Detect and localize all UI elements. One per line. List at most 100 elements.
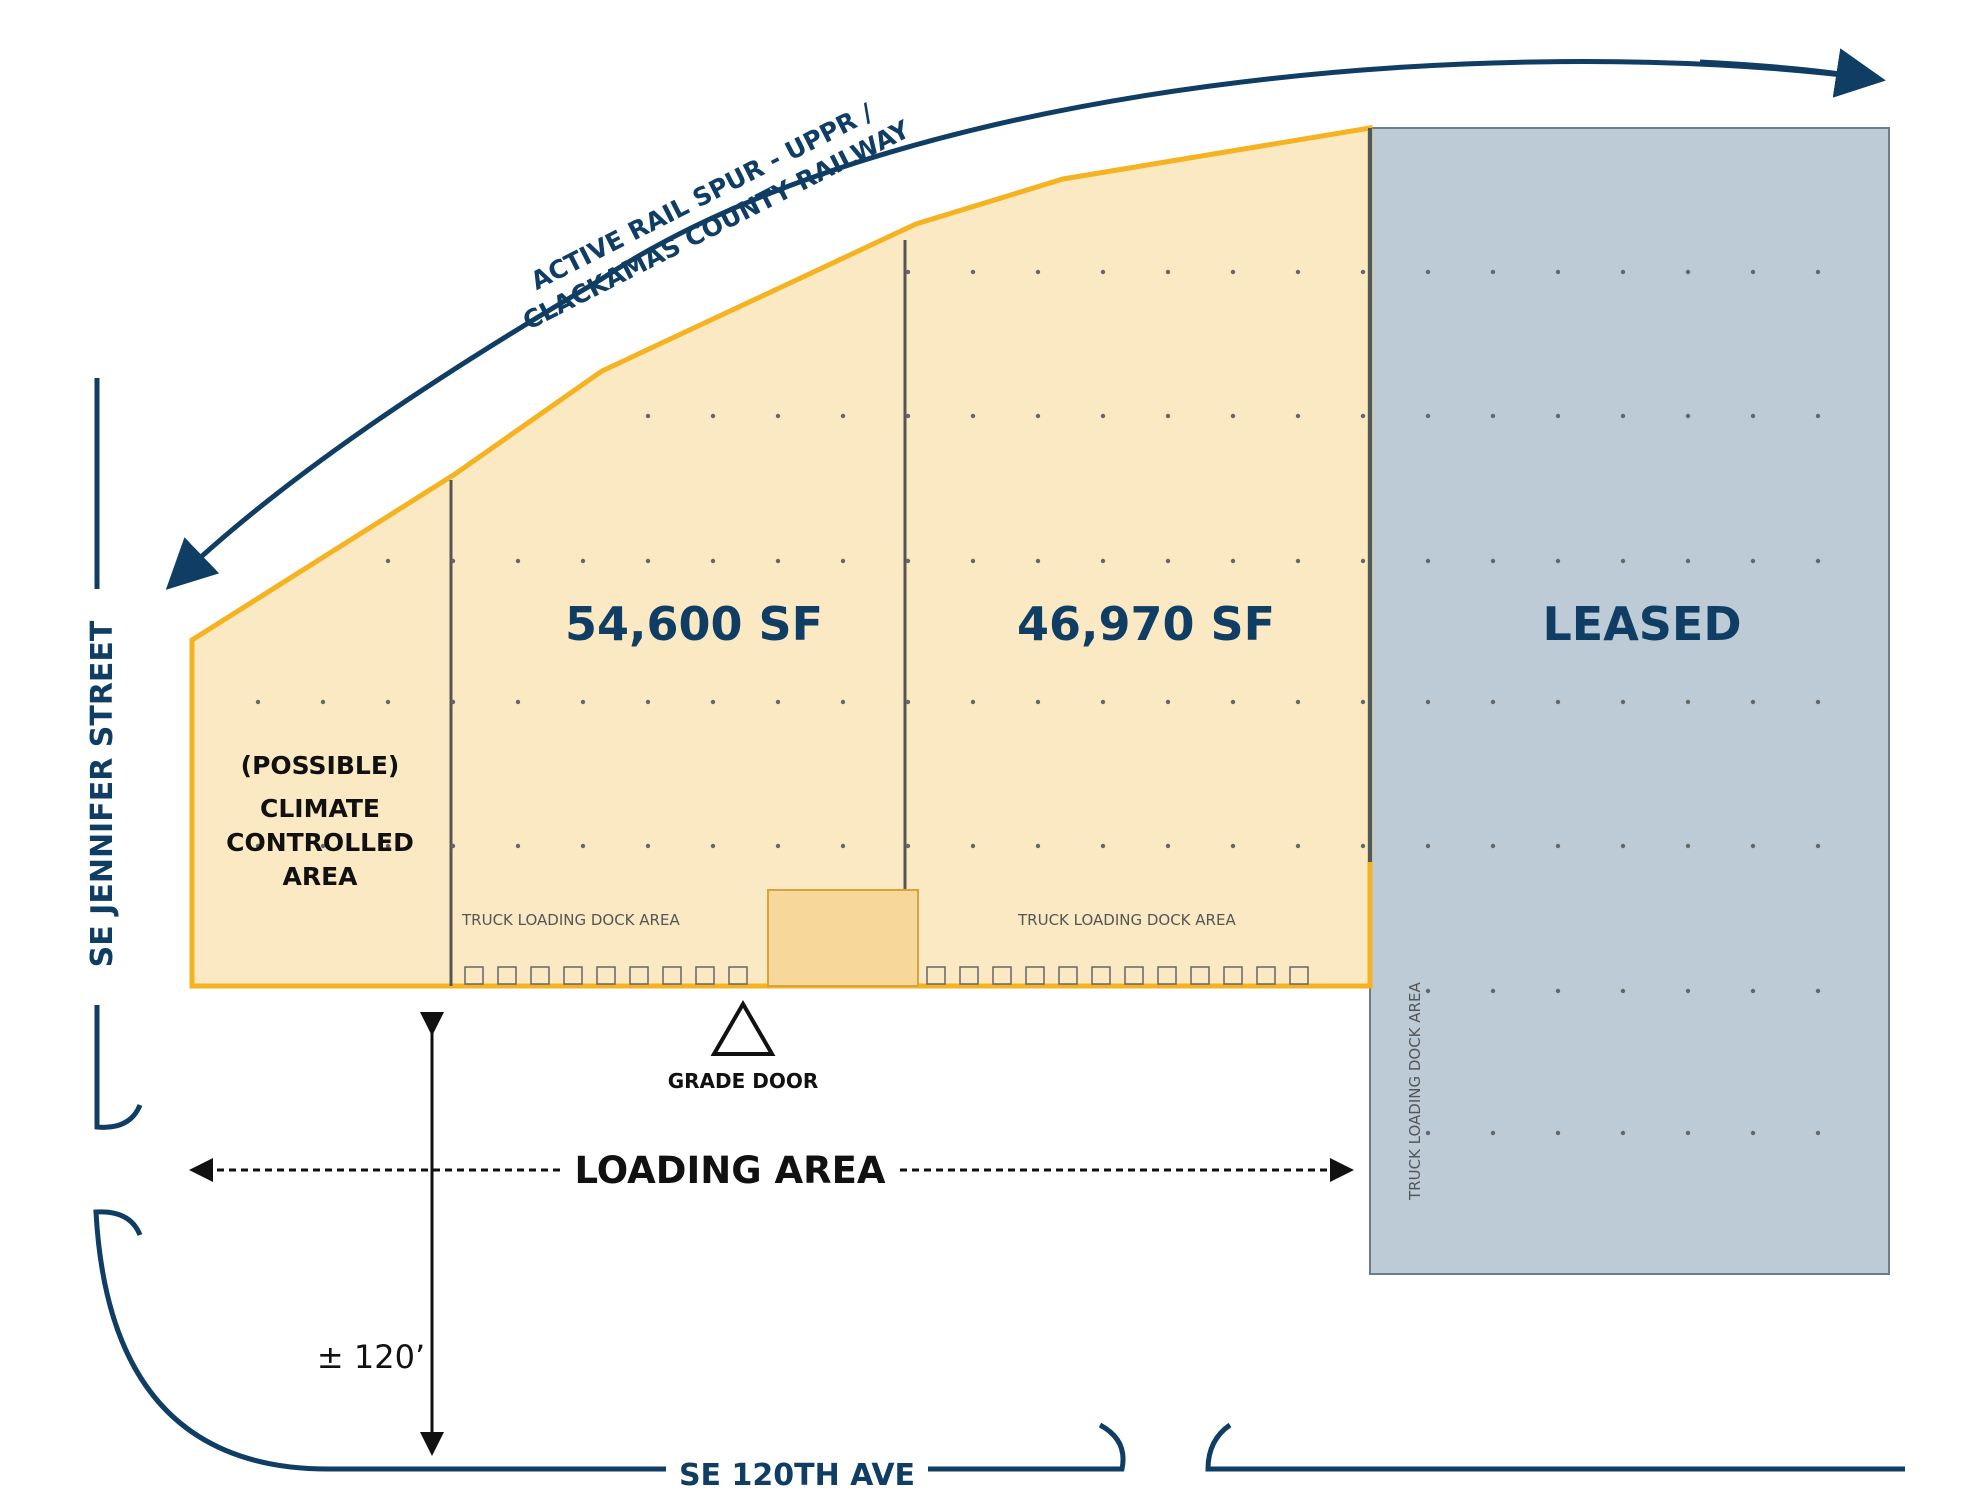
dock-door	[1289, 966, 1309, 985]
column-dot	[1360, 699, 1366, 705]
column-dot	[840, 558, 846, 564]
column-dot	[1165, 558, 1171, 564]
loading-area-label: LOADING AREA	[574, 1149, 885, 1192]
dock-door	[728, 966, 748, 985]
column-dot	[1295, 269, 1301, 275]
grade-door-label: GRADE DOOR	[668, 1069, 819, 1093]
dock-doors	[464, 966, 1309, 985]
column-dot	[1295, 558, 1301, 564]
column-dot	[1425, 988, 1431, 994]
dock-door	[1190, 966, 1210, 985]
column-dot	[645, 413, 651, 419]
column-dot	[1100, 558, 1106, 564]
column-dot	[775, 413, 781, 419]
column-dot	[1035, 269, 1041, 275]
column-dot	[1490, 843, 1496, 849]
column-dot	[385, 558, 391, 564]
dock-door	[530, 966, 550, 985]
column-dot	[1555, 558, 1561, 564]
dock-door	[992, 966, 1012, 985]
column-dot	[1425, 699, 1431, 705]
column-dot	[1750, 1130, 1756, 1136]
column-dot	[840, 699, 846, 705]
column-dot	[1620, 699, 1626, 705]
climate-line-4: AREA	[282, 862, 358, 891]
column-dot	[710, 558, 716, 564]
column-dot	[905, 843, 911, 849]
column-dot	[1750, 413, 1756, 419]
column-dot	[385, 843, 391, 849]
column-dot	[1230, 413, 1236, 419]
column-dot	[255, 843, 261, 849]
column-dot	[1295, 413, 1301, 419]
space-label-54600: 54,600 SF	[565, 597, 823, 651]
space-label-46970: 46,970 SF	[1017, 597, 1275, 651]
dock-door	[959, 966, 979, 985]
dock-door	[662, 966, 682, 985]
column-dot	[1815, 988, 1821, 994]
column-dot	[1490, 699, 1496, 705]
jennifer-street-line-bottom	[94, 1005, 143, 1130]
column-dot	[1555, 413, 1561, 419]
column-dot	[1555, 843, 1561, 849]
column-dot	[1035, 843, 1041, 849]
column-dot	[1620, 269, 1626, 275]
column-dot	[1230, 558, 1236, 564]
column-dot	[1750, 843, 1756, 849]
column-dot	[1100, 843, 1106, 849]
column-dot	[1555, 699, 1561, 705]
column-dot	[1750, 699, 1756, 705]
column-dot	[775, 699, 781, 705]
column-dot	[580, 843, 586, 849]
dock-door	[1025, 966, 1045, 985]
column-dot	[1100, 699, 1106, 705]
column-dot	[970, 843, 976, 849]
column-dot	[1360, 843, 1366, 849]
column-dot	[1100, 413, 1106, 419]
column-dot	[1620, 413, 1626, 419]
climate-line-3: CONTROLLED	[226, 828, 414, 857]
column-dot	[1815, 558, 1821, 564]
column-dot	[970, 558, 976, 564]
120th-ave-label: SE 120TH AVE	[679, 1458, 915, 1493]
column-dot	[1100, 269, 1106, 275]
column-dot	[1165, 413, 1171, 419]
column-dot	[1425, 413, 1431, 419]
dock-door	[629, 966, 649, 985]
column-dot	[1035, 413, 1041, 419]
column-dot	[1685, 988, 1691, 994]
dock-door	[563, 966, 583, 985]
dock-door	[1157, 966, 1177, 985]
climate-controlled-label: (POSSIBLE) CLIMATE CONTROLLED AREA	[226, 751, 414, 891]
column-dot	[840, 843, 846, 849]
column-dot	[905, 699, 911, 705]
column-dot	[1490, 269, 1496, 275]
column-dot	[1165, 269, 1171, 275]
column-dot	[1620, 843, 1626, 849]
column-dot	[905, 269, 911, 275]
column-dot	[1425, 269, 1431, 275]
column-dot	[580, 699, 586, 705]
column-dot	[970, 699, 976, 705]
rail-spur-arrow-east	[1699, 48, 1886, 98]
column-dot	[1685, 413, 1691, 419]
column-dot	[970, 413, 976, 419]
column-dot	[1230, 699, 1236, 705]
dock-door	[1124, 966, 1144, 985]
column-dot	[515, 843, 521, 849]
column-dot	[1750, 988, 1756, 994]
dock-door	[1058, 966, 1078, 985]
column-dot	[1815, 843, 1821, 849]
column-dot	[645, 558, 651, 564]
dock-label-middle: TRUCK LOADING DOCK AREA	[1017, 911, 1236, 929]
dock-door	[464, 966, 484, 985]
column-dot	[1750, 269, 1756, 275]
column-dot	[1360, 558, 1366, 564]
column-dot	[905, 558, 911, 564]
column-dot	[450, 843, 456, 849]
column-dot	[1815, 413, 1821, 419]
column-dot	[1490, 558, 1496, 564]
column-dot	[1295, 843, 1301, 849]
climate-line-2: CLIMATE	[260, 794, 380, 823]
column-dot	[840, 413, 846, 419]
